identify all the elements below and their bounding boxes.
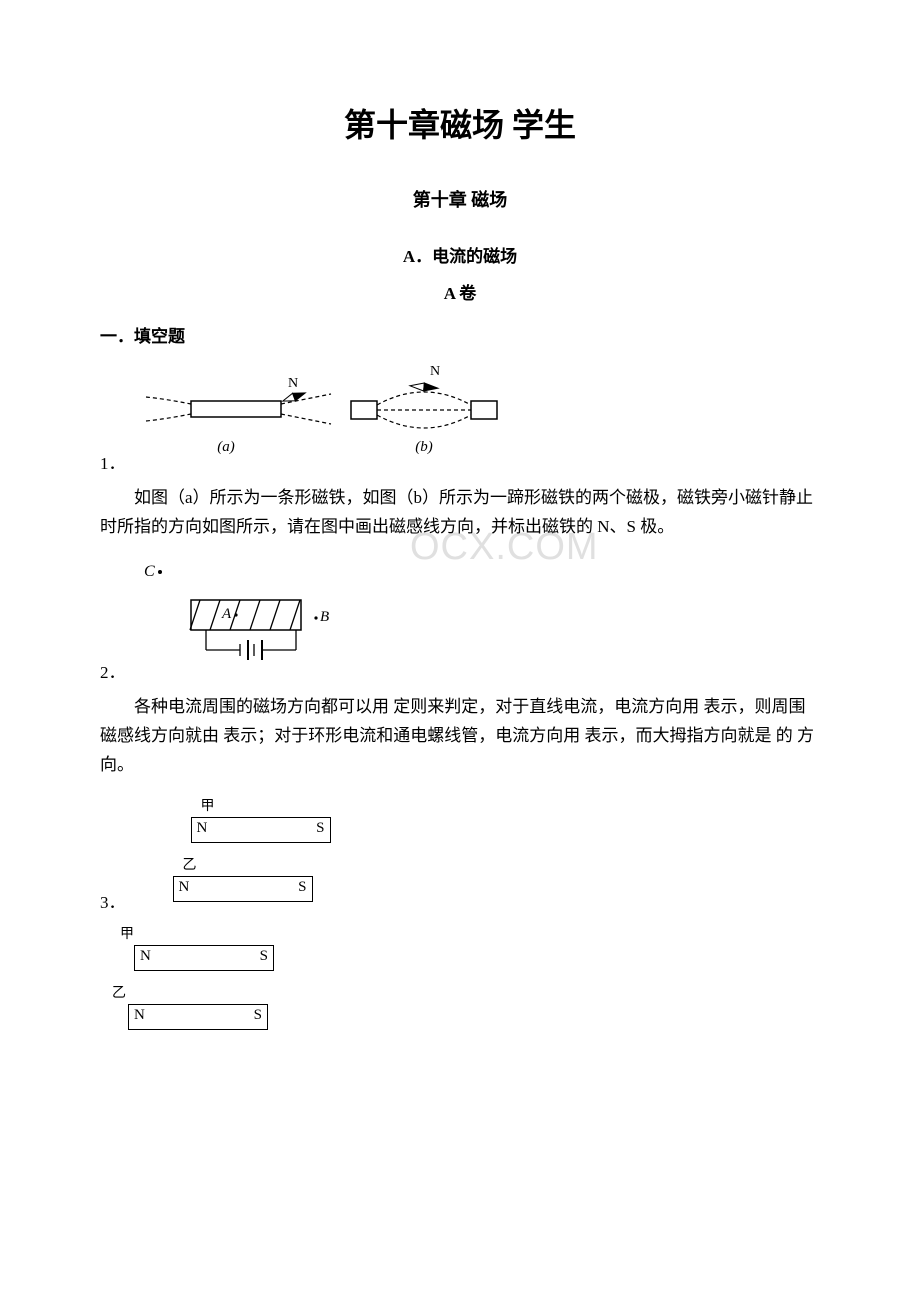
pole-s: S [260,948,268,965]
magnet-jia-2: N S [134,945,274,971]
pole-n: N [134,1007,145,1024]
question-2-figure: C A B [136,558,356,683]
question-2-number: 2． [100,658,126,683]
question-1-row: 1． N [100,359,820,474]
label-b: B [320,609,329,625]
pole-n: N [140,948,151,965]
question-1-figure: N (a) [136,359,516,474]
label-a: A [221,606,232,622]
question-2-row: 2． C A B [100,558,820,683]
question-3-figure-bottom: 甲 N S 乙 N S [120,923,820,1035]
pole-n: N [197,820,208,837]
question-3-number: 3． [100,888,126,913]
magnet-label-jia-2: 甲 [120,923,820,943]
figure-label-a: (a) [217,439,235,455]
magnet-label-jia-1: 甲 [201,795,331,815]
magnet-yi-2: N S [128,1004,268,1030]
title-section: A．电流的磁场 [100,242,820,267]
question-3-row: 3． 甲 N S 乙 N S [100,795,820,913]
pole-s: S [254,1007,262,1024]
compass-n-label-b: N [430,364,440,379]
question-1-text: 如图（a）所示为一条形磁铁，如图（b）所示为一蹄形磁铁的两个磁极，磁铁旁小磁针静… [100,484,820,542]
magnet-jia-1: N S [191,817,331,843]
figure-label-b: (b) [415,439,433,455]
magnet-label-yi-2: 乙 [112,982,820,1002]
question-3-figure-top: 甲 N S 乙 N S [191,795,331,913]
magnet-label-yi-1: 乙 [183,854,331,874]
label-c: C [144,563,155,580]
compass-n-label-a: N [288,376,298,391]
title-main: 第十章磁场 学生 [100,100,820,146]
title-paper: A 卷 [100,279,820,304]
question-1-number: 1． [100,449,126,474]
magnet-yi-1: N S [173,876,313,902]
pole-s: S [316,820,324,837]
question-2-text: 各种电流周围的磁场方向都可以用 定则来判定，对于直线电流，电流方向用 表示，则周… [100,693,820,780]
pole-n: N [179,879,190,896]
title-chapter: 第十章 磁场 [100,186,820,212]
pole-s: S [298,879,306,896]
section-header: 一．填空题 [100,322,820,347]
